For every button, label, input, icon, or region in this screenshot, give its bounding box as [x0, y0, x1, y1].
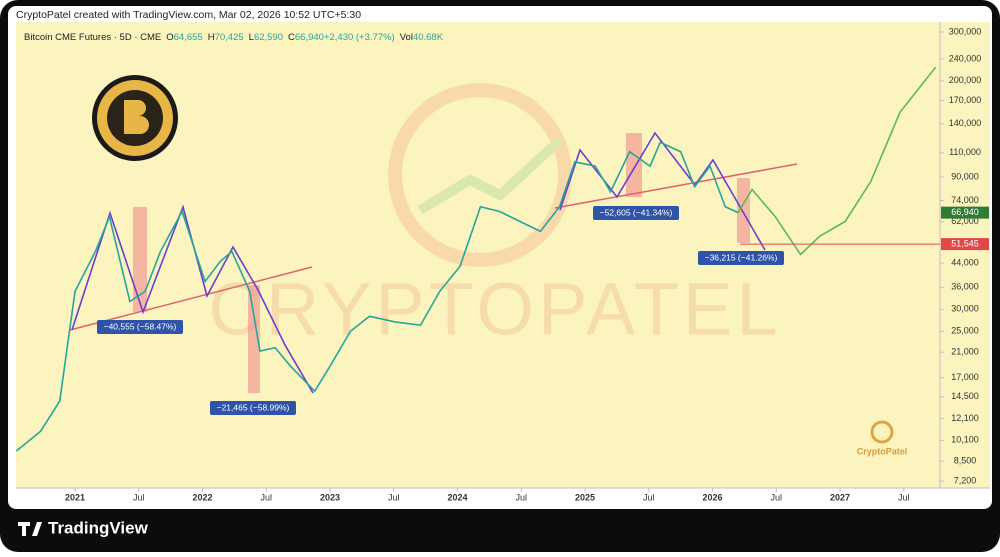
x-tick-label: Jul [261, 492, 273, 502]
y-tick-label: 8,500 [954, 456, 977, 466]
price-label: 66,940 [951, 207, 979, 217]
quote-key: Vol [400, 32, 413, 43]
x-tick-label: Jul [388, 492, 400, 502]
x-tick-label: 2022 [193, 492, 213, 502]
tradingview-logo [18, 522, 42, 536]
drawings [69, 131, 798, 394]
symbol: Bitcoin CME Futures · 5D · CME [24, 32, 161, 43]
measure-box [737, 178, 750, 243]
measure-box [626, 133, 642, 197]
y-tick-label: 240,000 [949, 53, 982, 63]
measure-box [133, 207, 147, 312]
y-tick-label: 36,000 [951, 282, 979, 292]
measure-box [248, 285, 260, 393]
y-tick-label: 25,000 [951, 326, 979, 336]
quote-value: 66,940 [295, 32, 324, 43]
watermark: CRYPTOPATEL [208, 268, 781, 351]
tv-icon [18, 522, 42, 536]
x-tick-label: 2023 [320, 492, 340, 502]
annotation: −36,215 (−41.26%) [705, 252, 778, 262]
x-tick-label: 2026 [703, 492, 723, 502]
x-tick-label: 2024 [448, 492, 468, 502]
symbol-line: Bitcoin CME Futures · 5D · CME O64,655 H70… [24, 32, 444, 43]
price-line [737, 66, 937, 256]
trend-line [554, 163, 798, 209]
y-tick-label: 170,000 [949, 95, 982, 105]
x-tick-label: Jul [133, 492, 145, 502]
x-tick-label: 2027 [830, 492, 850, 502]
bitcoin-icon [92, 75, 178, 161]
y-tick-label: 14,500 [951, 391, 979, 401]
y-tick-label: 140,000 [949, 118, 982, 128]
pattern-line [559, 131, 766, 251]
logo-text: CryptoPatel [857, 446, 908, 456]
price-line [15, 141, 739, 452]
price-label: 51,545 [951, 238, 979, 248]
quote-value: 62,590 [254, 32, 283, 43]
price-label-box [941, 238, 989, 251]
y-tick-label: 10,100 [951, 435, 979, 445]
y-tick-label: 90,000 [951, 171, 979, 181]
y-axis-area [940, 22, 990, 488]
quote-key: O [166, 32, 173, 43]
trend-line [69, 266, 313, 331]
annotation-box [97, 320, 183, 334]
y-tick-label: 12,100 [951, 413, 979, 423]
x-tick-label: 2021 [65, 492, 85, 502]
quote-value: 64,655 [174, 32, 203, 43]
pattern-line [71, 204, 314, 394]
quote-key: C [288, 32, 295, 43]
annotation-box [593, 206, 679, 220]
watermark-arrow [417, 136, 564, 215]
quote-value: 70,425 [215, 32, 244, 43]
logo-mark [870, 420, 894, 444]
y-tick-label: 200,000 [949, 75, 982, 85]
annotation: −21,465 (−58.99%) [217, 402, 290, 412]
annotation: −52,605 (−41.34%) [600, 207, 673, 217]
quote-value: 40.68K [413, 32, 444, 43]
watermark-ring [388, 83, 572, 267]
y-tick-label: 62,000 [951, 216, 979, 226]
quote-key: H [208, 32, 215, 43]
y-tick-label: 21,000 [951, 347, 979, 357]
quote-value: +2,430 (+3.77%) [324, 32, 395, 43]
brand: TradingView [48, 518, 149, 537]
y-tick-label: 110,000 [949, 147, 981, 157]
y-tick-label: 7,200 [954, 475, 977, 485]
y-tick-label: 17,000 [951, 372, 979, 382]
coin-mark [124, 100, 149, 134]
y-tick-label: 44,000 [951, 258, 979, 268]
quote-key: L [249, 32, 254, 43]
watermark-logo [388, 83, 572, 267]
annotation: −40,555 (−58.47%) [104, 321, 177, 331]
x-tick-label: Jul [643, 492, 655, 502]
annotation-box [210, 401, 296, 415]
price-label-box [941, 206, 989, 219]
x-tick-label: Jul [516, 492, 528, 502]
credit: CryptoPatel created with TradingView.com… [16, 9, 361, 21]
x-tick-label: Jul [898, 492, 910, 502]
x-tick-label: 2025 [575, 492, 595, 502]
annotation-box [698, 251, 784, 265]
y-tick-label: 74,000 [951, 195, 979, 205]
x-tick-label: Jul [771, 492, 783, 502]
y-tick-label: 300,000 [949, 26, 982, 36]
y-tick-label: 30,000 [951, 304, 979, 314]
